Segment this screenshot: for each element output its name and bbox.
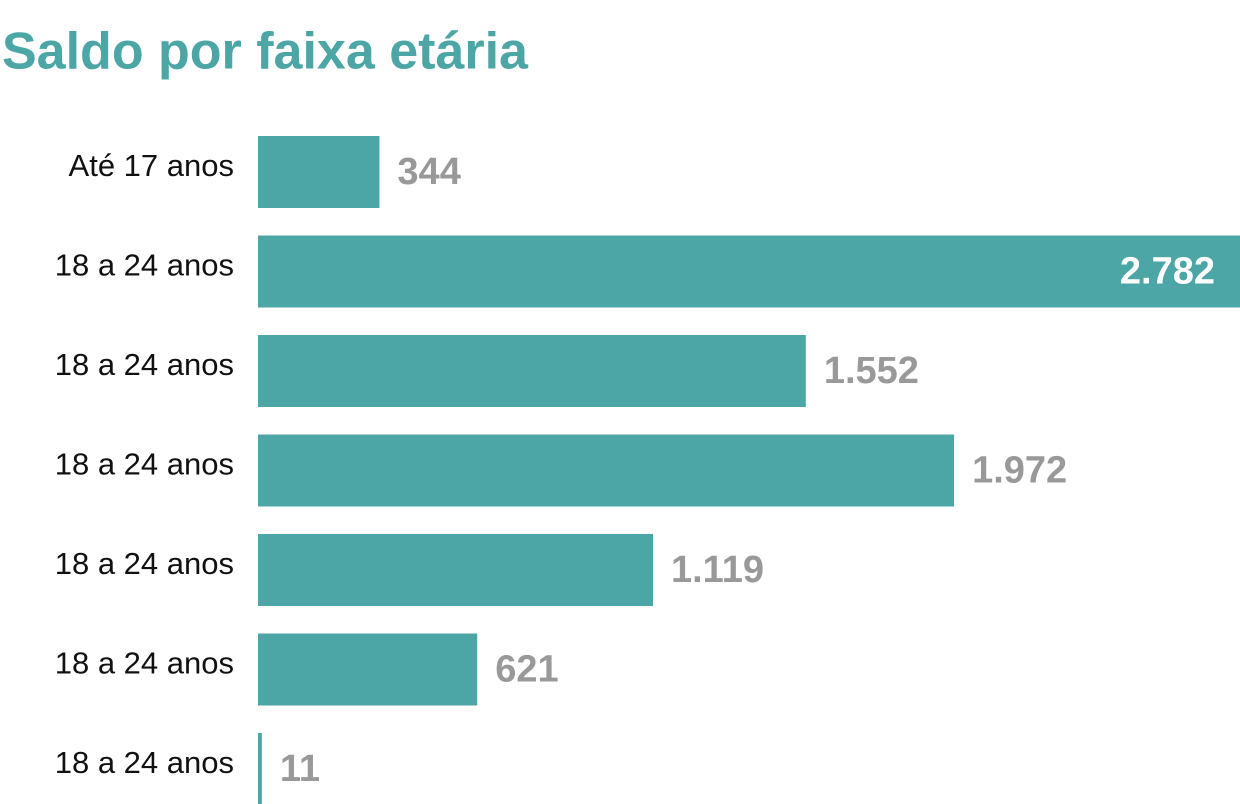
value-label: 1.972 — [972, 450, 1067, 492]
chart-title: Saldo por faixa etária — [2, 23, 529, 81]
value-label: 344 — [397, 151, 460, 193]
value-label: 11 — [280, 748, 320, 790]
category-label: 18 a 24 anos — [55, 447, 234, 482]
category-label: 18 a 24 anos — [55, 646, 234, 681]
category-label: 18 a 24 anos — [55, 745, 234, 780]
category-label: 18 a 24 anos — [55, 248, 234, 283]
value-label: 2.782 — [1120, 251, 1215, 293]
bar — [258, 534, 653, 606]
bar — [258, 235, 1240, 308]
bar — [258, 335, 806, 407]
value-label: 621 — [495, 649, 558, 691]
value-label: 1.119 — [671, 549, 764, 591]
bar — [258, 633, 478, 706]
category-label: 18 a 24 anos — [55, 546, 234, 581]
bar — [258, 733, 262, 804]
bar — [258, 136, 380, 208]
value-label: 1.552 — [824, 350, 919, 392]
category-label: 18 a 24 anos — [55, 347, 234, 382]
bar — [258, 434, 955, 507]
category-label: Até 17 anos — [69, 148, 234, 183]
